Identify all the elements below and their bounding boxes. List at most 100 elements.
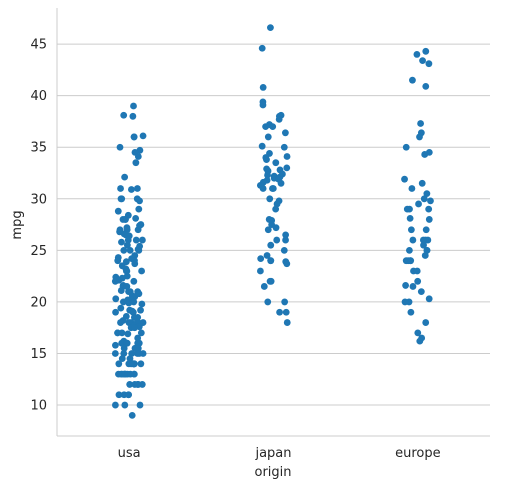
data-point-europe bbox=[406, 246, 413, 254]
data-point-europe bbox=[409, 283, 417, 290]
data-point-japan bbox=[263, 156, 270, 164]
data-point-japan bbox=[272, 205, 280, 213]
data-point-europe bbox=[409, 236, 417, 244]
data-point-japan bbox=[269, 123, 277, 131]
data-point-europe bbox=[401, 175, 408, 183]
data-point-europe bbox=[407, 226, 415, 234]
data-point-usa bbox=[111, 350, 119, 357]
x-tick-label-europe: europe bbox=[395, 446, 441, 461]
data-point-europe bbox=[416, 133, 423, 141]
data-point-europe bbox=[417, 120, 424, 127]
data-point-usa bbox=[120, 246, 128, 254]
data-point-usa bbox=[123, 339, 131, 347]
data-point-usa bbox=[136, 197, 143, 205]
data-point-usa bbox=[126, 246, 134, 254]
data-point-japan bbox=[264, 298, 272, 306]
data-point-europe bbox=[417, 288, 425, 296]
data-point-usa bbox=[120, 344, 128, 352]
data-point-japan bbox=[272, 224, 280, 232]
data-point-japan bbox=[283, 319, 291, 326]
x-tick-label-japan: japan bbox=[254, 446, 291, 461]
data-point-japan bbox=[267, 241, 275, 249]
data-point-usa bbox=[128, 350, 136, 357]
data-point-europe bbox=[422, 47, 430, 55]
data-point-usa bbox=[135, 246, 143, 254]
data-point-usa bbox=[118, 238, 125, 246]
data-point-usa bbox=[116, 143, 124, 151]
data-point-japan bbox=[257, 255, 265, 263]
data-point-usa bbox=[138, 300, 146, 308]
data-point-usa bbox=[138, 267, 146, 275]
y-tick-label: 30 bbox=[30, 192, 47, 207]
data-point-europe bbox=[402, 282, 409, 289]
data-point-europe bbox=[413, 267, 421, 275]
data-point-europe bbox=[408, 185, 416, 192]
data-point-usa bbox=[134, 226, 142, 234]
data-point-usa bbox=[137, 306, 144, 314]
data-point-japan bbox=[259, 101, 267, 109]
data-point-europe bbox=[403, 205, 411, 213]
data-point-europe bbox=[420, 195, 428, 203]
data-point-usa bbox=[127, 360, 135, 368]
data-point-japan bbox=[282, 236, 289, 244]
data-point-usa bbox=[128, 186, 135, 193]
data-point-usa bbox=[121, 401, 129, 409]
data-point-usa bbox=[139, 132, 147, 140]
data-point-usa bbox=[130, 102, 137, 110]
data-point-usa bbox=[130, 133, 138, 141]
data-point-usa bbox=[136, 401, 144, 409]
data-point-japan bbox=[267, 24, 274, 31]
data-point-europe bbox=[407, 308, 415, 316]
data-point-europe bbox=[422, 319, 430, 326]
data-point-usa bbox=[135, 350, 143, 357]
data-point-japan bbox=[267, 257, 275, 265]
data-point-usa bbox=[133, 185, 141, 192]
data-point-japan bbox=[262, 123, 270, 131]
data-point-europe bbox=[425, 295, 433, 303]
y-tick-label: 15 bbox=[30, 347, 47, 362]
data-point-europe bbox=[425, 60, 433, 68]
y-tick-label: 35 bbox=[30, 141, 47, 156]
data-point-usa bbox=[121, 370, 128, 378]
data-points bbox=[111, 24, 434, 419]
data-point-usa bbox=[124, 236, 132, 244]
data-point-usa bbox=[117, 304, 125, 312]
data-point-usa bbox=[132, 236, 140, 244]
data-point-japan bbox=[283, 164, 291, 172]
y-tick-label: 45 bbox=[30, 38, 47, 53]
data-point-japan bbox=[282, 231, 290, 239]
data-point-usa bbox=[132, 159, 140, 167]
y-tick-label: 20 bbox=[30, 295, 47, 310]
data-point-europe bbox=[420, 241, 427, 249]
data-point-usa bbox=[134, 381, 141, 388]
data-point-usa bbox=[126, 355, 134, 363]
data-point-japan bbox=[282, 308, 290, 316]
data-point-europe bbox=[423, 246, 431, 254]
data-point-usa bbox=[128, 411, 136, 419]
data-point-usa bbox=[111, 401, 119, 409]
data-point-europe bbox=[401, 298, 409, 306]
data-point-europe bbox=[421, 252, 429, 259]
data-point-europe bbox=[421, 151, 429, 158]
data-point-usa bbox=[131, 260, 139, 268]
y-tick-label: 40 bbox=[30, 89, 47, 104]
data-point-japan bbox=[264, 226, 272, 234]
data-point-usa bbox=[115, 360, 123, 368]
data-point-europe bbox=[422, 226, 430, 234]
data-point-europe bbox=[425, 216, 433, 223]
data-point-usa bbox=[115, 391, 123, 399]
data-point-usa bbox=[129, 112, 137, 120]
data-point-usa bbox=[120, 111, 128, 119]
data-point-usa bbox=[129, 308, 137, 316]
data-point-usa bbox=[122, 216, 129, 223]
data-point-usa bbox=[120, 350, 128, 357]
data-point-europe bbox=[413, 51, 421, 58]
data-point-japan bbox=[273, 200, 281, 208]
data-point-japan bbox=[264, 133, 272, 141]
data-point-usa bbox=[117, 287, 125, 294]
data-point-usa bbox=[123, 241, 131, 249]
y-tick-label: 10 bbox=[30, 399, 47, 414]
data-point-japan bbox=[280, 246, 288, 254]
data-point-usa bbox=[134, 334, 142, 342]
